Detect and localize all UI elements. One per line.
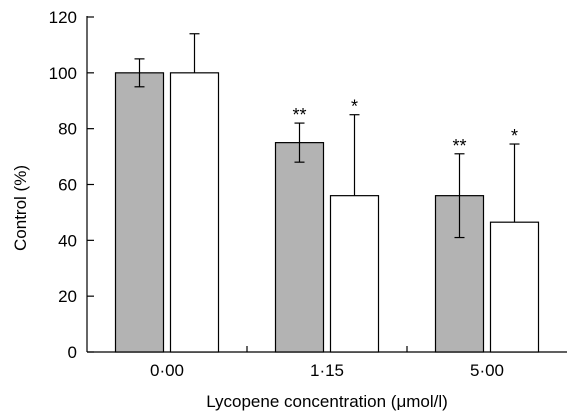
y-tick-label: 60 xyxy=(58,176,77,195)
y-axis-label: Control (%) xyxy=(11,165,30,251)
significance-marker: ** xyxy=(292,105,306,125)
significance-marker: * xyxy=(351,97,358,117)
bar xyxy=(114,72,165,353)
significance-marker: ** xyxy=(452,136,466,156)
y-tick-label: 80 xyxy=(58,120,77,139)
y-tick-label: 0 xyxy=(68,343,77,362)
bar xyxy=(489,221,540,353)
significance-marker: * xyxy=(511,126,518,146)
y-tick-label: 100 xyxy=(49,64,77,83)
bar xyxy=(434,195,485,353)
bar xyxy=(329,195,380,353)
bar xyxy=(274,142,325,353)
y-tick-label: 20 xyxy=(58,287,77,306)
y-tick-label: 40 xyxy=(58,231,77,250)
y-tick-label: 120 xyxy=(49,8,77,27)
bar xyxy=(169,72,220,353)
x-tick-label: 5·00 xyxy=(470,361,504,380)
x-tick-label: 1·15 xyxy=(310,361,344,380)
x-tick-label: 0·00 xyxy=(150,361,184,380)
x-axis-label: Lycopene concentration (μmol/l) xyxy=(206,392,448,411)
